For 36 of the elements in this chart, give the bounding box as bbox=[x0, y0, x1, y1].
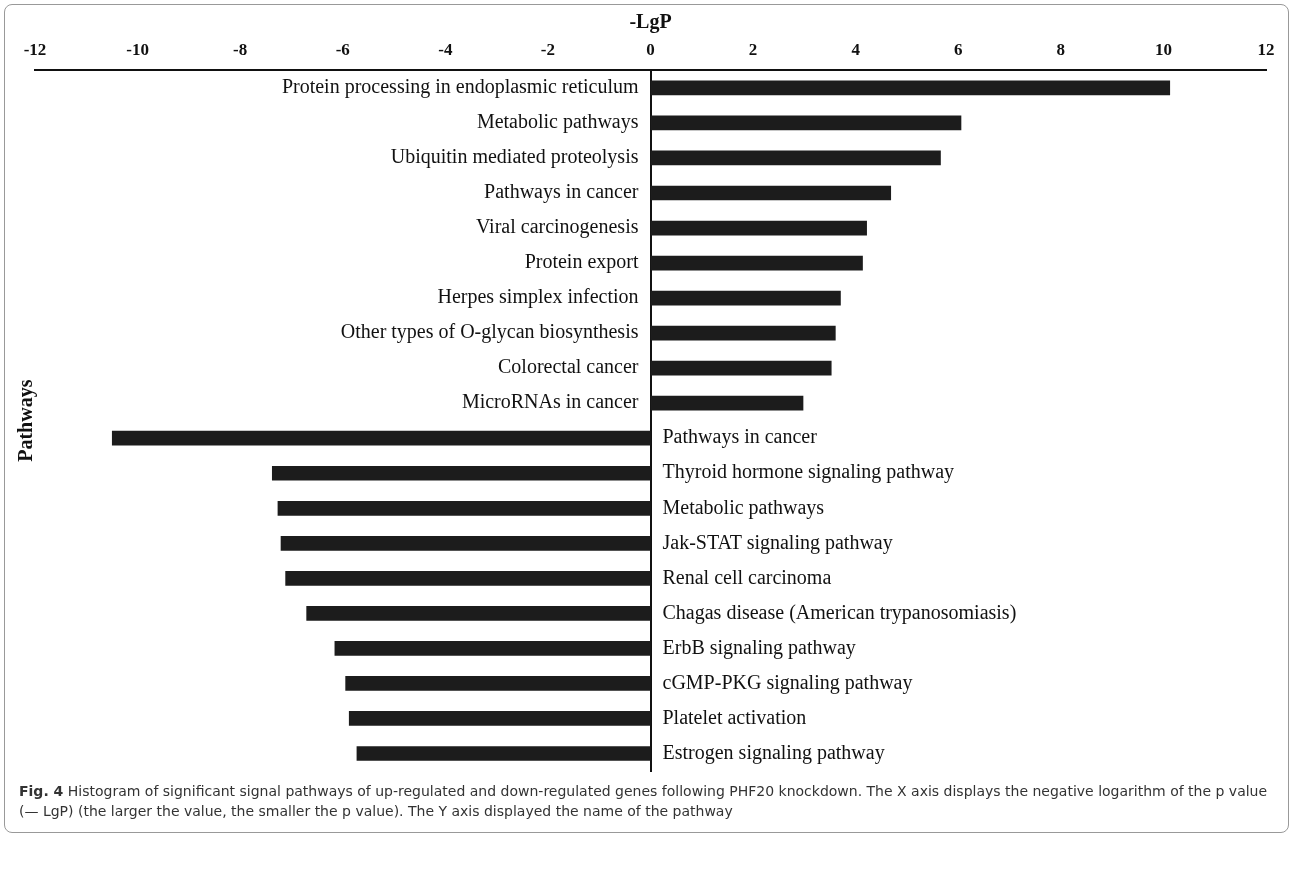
caption: Fig. 4 Histogram of significant signal pathways of up-regulated and down-regulated genes following PHF20 knockdown. The X axis displays the negative logarithm of the p value (— LgP) (the larger the value, the smaller the p value). The Y axis displayed the name of the pathway bbox=[19, 782, 1269, 822]
x-tick-label: -10 bbox=[126, 39, 149, 59]
x-tick-label: 2 bbox=[748, 39, 758, 59]
y-tick-label: Metabolic pathways bbox=[662, 495, 825, 519]
x-tick-label: -12 bbox=[23, 39, 47, 59]
y-tick-label: Pathways in cancer bbox=[662, 425, 818, 449]
y-tick-label: cGMP-PKG signaling pathway bbox=[662, 670, 913, 694]
x-tick-label: 0 bbox=[646, 39, 655, 59]
y-tick-label: Herpes simplex infection bbox=[437, 285, 639, 309]
y-tick-label: MicroRNAs in cancer bbox=[461, 390, 639, 413]
x-axis-title: -LgP bbox=[629, 10, 672, 34]
y-tick-label: Platelet activation bbox=[662, 705, 807, 728]
x-tick-label: 10 bbox=[1154, 39, 1172, 59]
y-tick-label: ErbB signaling pathway bbox=[662, 635, 856, 659]
y-tick-label: Protein export bbox=[524, 250, 639, 274]
y-tick-label: Other types of O-glycan biosynthesis bbox=[340, 320, 639, 344]
x-tick-label: 12 bbox=[1257, 39, 1275, 59]
y-tick-label: Pathways in cancer bbox=[484, 180, 639, 204]
y-tick-label: Jak-STAT signaling pathway bbox=[662, 530, 893, 554]
y-tick-label: Metabolic pathways bbox=[476, 110, 639, 134]
x-tick-label: 8 bbox=[1056, 39, 1066, 59]
y-tick-label: Estrogen signaling pathway bbox=[662, 740, 885, 764]
x-tick-label: -6 bbox=[335, 39, 350, 59]
y-tick-label: Colorectal cancer bbox=[498, 355, 639, 378]
x-tick-label: -2 bbox=[540, 39, 555, 59]
y-tick-label: Chagas disease (American trypanosomiasis) bbox=[662, 600, 1017, 624]
x-tick-label: -4 bbox=[438, 39, 453, 59]
y-tick-label: Viral carcinogenesis bbox=[475, 215, 639, 239]
x-tick-label: 4 bbox=[851, 39, 861, 59]
y-tick-label: Renal cell carcinoma bbox=[662, 565, 832, 588]
y-tick-label: Thyroid hormone signaling pathway bbox=[662, 460, 955, 484]
x-tick-label: -8 bbox=[233, 39, 248, 59]
y-axis-title: Pathways bbox=[14, 379, 38, 462]
y-tick-label: Ubiquitin mediated proteolysis bbox=[390, 145, 639, 169]
y-tick-label: Protein processing in endoplasmic reticulum bbox=[281, 75, 639, 99]
x-tick-label: 6 bbox=[954, 39, 963, 59]
